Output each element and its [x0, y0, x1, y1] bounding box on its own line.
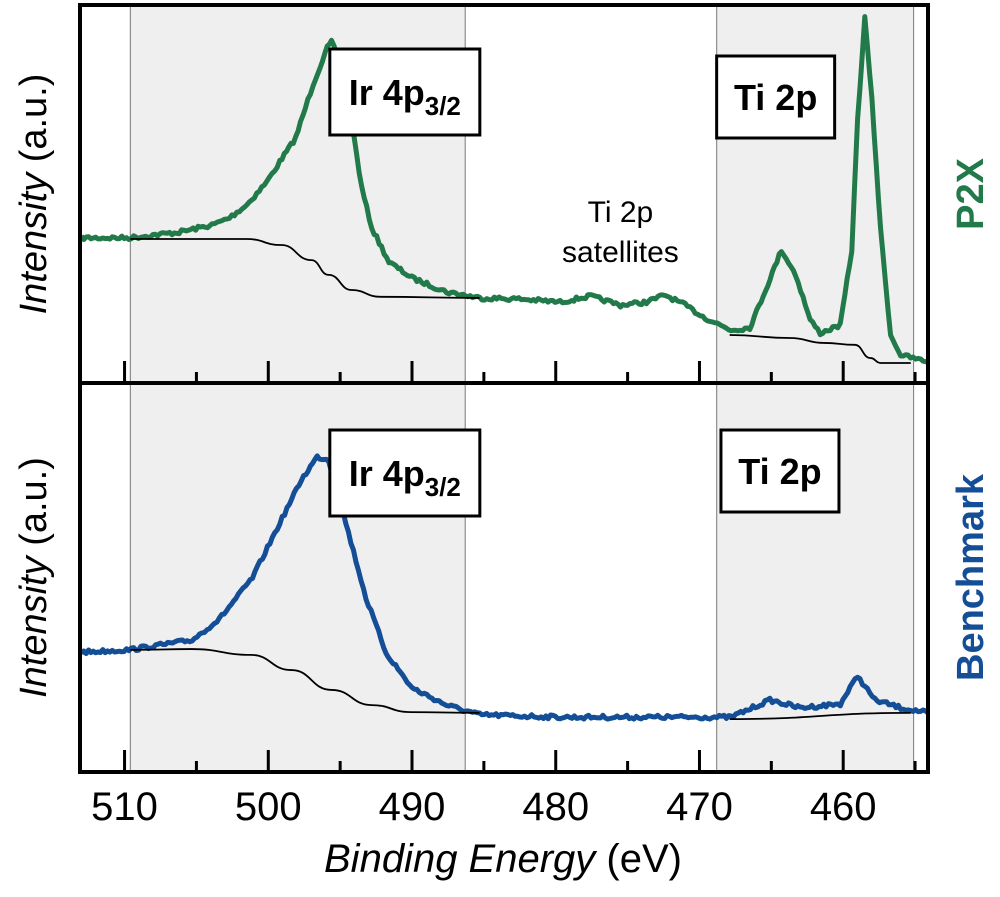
annotation-text: Ti 2p	[738, 451, 821, 492]
y-axis-label: Intensity (a.u.)	[13, 457, 55, 698]
x-tick-label: 500	[235, 785, 302, 829]
y-axis-label-unit: (a.u.)	[13, 74, 55, 173]
spectrum-line-benchmark	[79, 453, 930, 722]
annotation-satellites-line1: Ti 2p	[588, 196, 654, 229]
series-label-p2x: P2X	[950, 157, 992, 229]
annotation-text: Ti 2p	[734, 77, 817, 118]
annotation-text: Ir 4p	[349, 453, 425, 494]
annotation-box	[328, 428, 482, 518]
x-tick-label: 460	[810, 785, 877, 829]
annotation-box	[715, 54, 837, 140]
background-ir-line	[130, 648, 480, 714]
spectrum-line-p2x	[79, 14, 929, 365]
series-label-benchmark: Benchmark	[950, 473, 992, 681]
x-tick-label: 470	[666, 785, 733, 829]
annotation-satellites-line2: satellites	[562, 236, 679, 269]
background-ti-line	[729, 334, 911, 364]
y-axis-label: Intensity (a.u.)	[13, 74, 55, 315]
annotation-label: Ti 2p	[734, 77, 817, 118]
x-tick-label: 490	[379, 785, 446, 829]
annotation-label: Ir 4p3/2	[349, 72, 461, 121]
x-tick-label: 480	[522, 785, 589, 829]
annotation-label: Ti 2p	[738, 451, 821, 492]
y-axis-label-unit: (a.u.)	[13, 457, 55, 556]
annotation-subscript: 3/2	[425, 472, 461, 502]
y-axis-label-italic: Intensity	[13, 554, 55, 698]
y-axis-label-italic: Intensity	[13, 171, 55, 315]
annotation-text: Ir 4p	[349, 72, 425, 113]
x-tick-label: 510	[91, 785, 158, 829]
background-ir-line	[130, 238, 480, 299]
panel-bottom: Ir 4p3/2 Ti 2p Intensity (a.u.) Benchmark	[13, 381, 992, 774]
annotation-label: Ir 4p3/2	[349, 453, 461, 502]
x-axis-label: Binding Energy (eV)	[324, 837, 682, 881]
plot-frame	[78, 381, 930, 774]
panel-top: Ir 4p3/2 Ti 2p Ti 2p satellites Intensity (a…	[13, 3, 992, 385]
annotation-subscript: 3/2	[425, 91, 461, 121]
background-ti-line	[729, 711, 911, 720]
annotation-box	[719, 428, 841, 514]
annotation-box	[328, 47, 482, 137]
